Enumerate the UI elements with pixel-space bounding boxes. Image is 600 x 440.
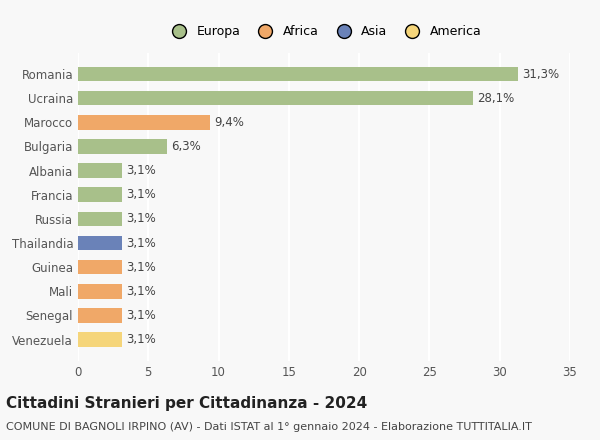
- Text: 3,1%: 3,1%: [126, 333, 155, 346]
- Text: 28,1%: 28,1%: [477, 92, 514, 105]
- Bar: [78, 67, 518, 81]
- Bar: [78, 139, 167, 154]
- Bar: [78, 308, 122, 323]
- Text: 9,4%: 9,4%: [214, 116, 244, 129]
- Bar: [78, 236, 122, 250]
- Bar: [78, 260, 122, 275]
- Text: 3,1%: 3,1%: [126, 260, 155, 274]
- Text: 3,1%: 3,1%: [126, 237, 155, 249]
- Text: 3,1%: 3,1%: [126, 285, 155, 298]
- Bar: [78, 187, 122, 202]
- Bar: [78, 284, 122, 298]
- Text: 3,1%: 3,1%: [126, 164, 155, 177]
- Text: COMUNE DI BAGNOLI IRPINO (AV) - Dati ISTAT al 1° gennaio 2024 - Elaborazione TUT: COMUNE DI BAGNOLI IRPINO (AV) - Dati IST…: [6, 422, 532, 433]
- Text: 6,3%: 6,3%: [171, 140, 200, 153]
- Text: 31,3%: 31,3%: [522, 68, 559, 81]
- Bar: [78, 115, 210, 129]
- Legend: Europa, Africa, Asia, America: Europa, Africa, Asia, America: [160, 19, 488, 44]
- Text: Cittadini Stranieri per Cittadinanza - 2024: Cittadini Stranieri per Cittadinanza - 2…: [6, 396, 367, 411]
- Bar: [78, 332, 122, 347]
- Text: 3,1%: 3,1%: [126, 188, 155, 201]
- Bar: [78, 163, 122, 178]
- Bar: [78, 91, 473, 106]
- Text: 3,1%: 3,1%: [126, 309, 155, 322]
- Text: 3,1%: 3,1%: [126, 213, 155, 225]
- Bar: [78, 212, 122, 226]
